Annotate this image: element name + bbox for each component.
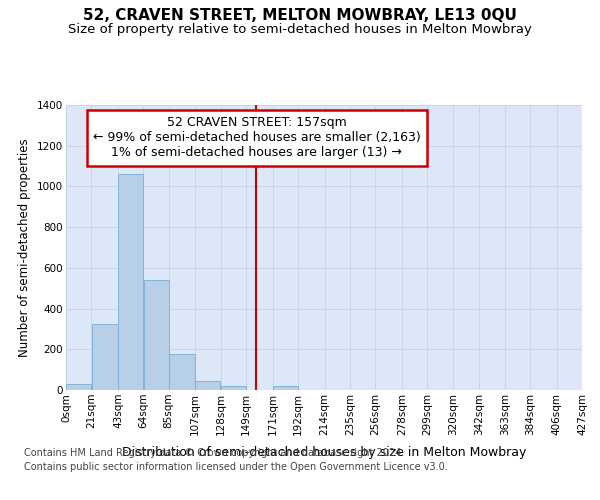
Text: Contains public sector information licensed under the Open Government Licence v3: Contains public sector information licen… [24,462,448,472]
Text: Size of property relative to semi-detached houses in Melton Mowbray: Size of property relative to semi-detach… [68,22,532,36]
Y-axis label: Number of semi-detached properties: Number of semi-detached properties [19,138,31,357]
Bar [221,386,246,390]
Bar [92,324,118,390]
Text: 52 CRAVEN STREET: 157sqm
← 99% of semi-detached houses are smaller (2,163)
1% of: 52 CRAVEN STREET: 157sqm ← 99% of semi-d… [93,116,421,160]
X-axis label: Distribution of semi-detached houses by size in Melton Mowbray: Distribution of semi-detached houses by … [122,446,526,459]
Bar [143,280,169,390]
Bar [118,174,143,390]
Bar [273,386,298,390]
Text: Contains HM Land Registry data © Crown copyright and database right 2024.: Contains HM Land Registry data © Crown c… [24,448,404,458]
Bar [196,382,220,390]
Text: 52, CRAVEN STREET, MELTON MOWBRAY, LE13 0QU: 52, CRAVEN STREET, MELTON MOWBRAY, LE13 … [83,8,517,22]
Bar [169,354,195,390]
Bar [66,384,91,390]
